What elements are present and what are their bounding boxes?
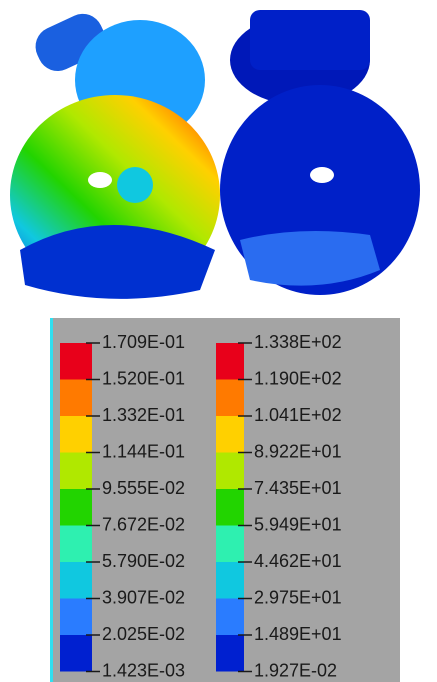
legend-label: 4.462E+01 [254, 551, 342, 571]
legend-label: 5.949E+01 [254, 514, 342, 534]
legend-label: 1.338E+02 [254, 332, 342, 352]
legend-swatch [216, 598, 244, 635]
legend-swatch [60, 489, 92, 526]
panel-border [50, 318, 53, 682]
legend-label: 2.975E+01 [254, 587, 342, 607]
legend-label: 1.332E-01 [102, 405, 185, 425]
legend-label: 1.489E+01 [254, 624, 342, 644]
legend-swatch [216, 343, 244, 380]
legend-swatch [216, 379, 244, 416]
contour-plot-right [220, 10, 420, 295]
legend-label: 7.435E+01 [254, 478, 342, 498]
legend-label: 1.423E-03 [102, 660, 185, 680]
legend-swatch [60, 343, 92, 380]
legend-swatch [216, 525, 244, 562]
legend-label: 1.041E+02 [254, 405, 342, 425]
legend-swatch [60, 598, 92, 635]
legend-swatch [216, 452, 244, 489]
legend-label: 1.144E-01 [102, 441, 185, 461]
legend-swatch [216, 489, 244, 526]
legend-swatch [60, 635, 92, 672]
legend-label: 8.922E+01 [254, 441, 342, 461]
legend-label: 9.555E-02 [102, 478, 185, 498]
legend-label: 7.672E-02 [102, 514, 185, 534]
legend-swatch [216, 416, 244, 453]
legend-label: 1.520E-01 [102, 368, 185, 388]
legend-swatch [60, 562, 92, 599]
legend-label: 3.907E-02 [102, 587, 185, 607]
legend-label: 2.025E-02 [102, 624, 185, 644]
legend-swatch [60, 416, 92, 453]
legend-label: 1.927E-02 [254, 660, 337, 680]
legend-swatch [60, 452, 92, 489]
legends: 1.709E-01 1.520E-01 1.332E-01 1.144E-01 9.55… [60, 332, 342, 680]
legend-label: 1.709E-01 [102, 332, 185, 352]
legend-swatch [60, 525, 92, 562]
legend-swatch [216, 635, 244, 672]
contour-plot-left [10, 13, 220, 299]
legend-label: 5.790E-02 [102, 551, 185, 571]
legend-label: 1.190E+02 [254, 368, 342, 388]
legend-swatch [60, 379, 92, 416]
legend-swatch [216, 562, 244, 599]
